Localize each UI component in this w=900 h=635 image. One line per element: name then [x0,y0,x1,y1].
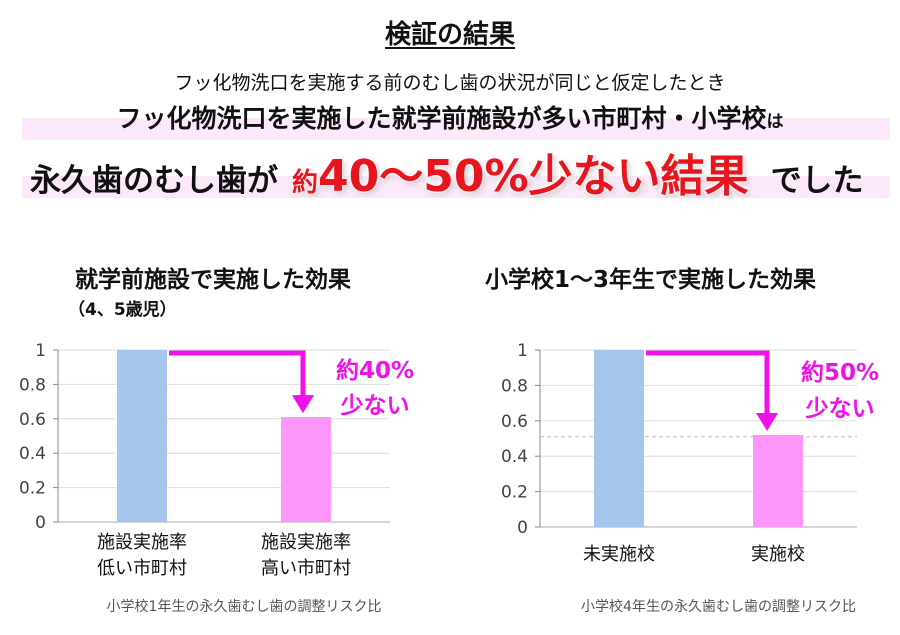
result-prefix: 永久歯のむし歯が [30,163,278,199]
category-label: 実施校 [751,544,805,565]
arrow-head-icon [292,395,314,414]
category-label: 未実施校 [583,544,655,565]
category-label: 高い市町村 [261,558,351,579]
result-value: 40～50%少ない結果 [318,151,749,202]
subject-suffix: は [766,112,784,132]
y-tick-label: 0.8 [501,376,528,396]
reduction-annotation: 約40% [336,357,414,384]
category-label: 低い市町村 [97,558,187,579]
subject-main: フッ化物洗口を実施した就学前施設が多い市町村・小学校 [116,104,767,133]
y-tick-label: 0.4 [501,447,528,467]
y-tick-label: 0.6 [19,410,46,430]
result-approx: 約 [292,168,319,198]
bar [753,434,803,527]
category-label: 施設実施率 [97,532,187,553]
chart2-title: 小学校1～3年生で実施した効果 [485,267,817,293]
category-label: 施設実施率 [261,532,351,553]
reduction-annotation: 約50% [801,359,879,386]
reduction-arrow [169,350,306,398]
x-axis-label: 小学校4年生の永久歯むし歯の調整リスク比 [581,598,856,615]
assumption-text: フッ化物洗口を実施する前のむし歯の状況が同じと仮定したとき [174,72,726,94]
y-tick-label: 0 [35,513,46,533]
y-tick-label: 1 [517,341,528,361]
subject-text: フッ化物洗口を実施した就学前施設が多い市町村・小学校は [0,99,900,135]
highlight-band [22,118,890,140]
y-tick-label: 0.6 [501,412,528,432]
y-tick-label: 1 [35,341,46,361]
y-tick-label: 0.8 [19,375,46,395]
y-tick-label: 0 [517,518,528,538]
bar [281,417,331,522]
reduction-annotation: 少ない [805,396,875,422]
y-tick-label: 0.2 [19,479,46,499]
highlight-band [22,176,890,198]
chart1-title: 就学前施設で実施した効果 [75,267,351,293]
chart1-subtitle: （4、5歳児） [68,300,177,320]
result-suffix: でした [770,163,864,199]
reduction-arrow [646,350,770,415]
x-axis-label: 小学校1年生の永久歯むし歯の調整リスク比 [107,598,382,615]
reduction-annotation: 少ない [340,393,410,419]
arrow-head-icon [756,412,778,431]
result-highlight: 約40～50%少ない結果 [292,140,749,204]
y-tick-label: 0.4 [19,444,46,464]
result-text: 永久歯のむし歯が 約40～50%少ない結果 でした [30,140,890,204]
bar [594,350,644,527]
y-tick-label: 0.2 [501,483,528,503]
bar [117,350,167,522]
page-title: 検証の結果 [384,20,515,50]
